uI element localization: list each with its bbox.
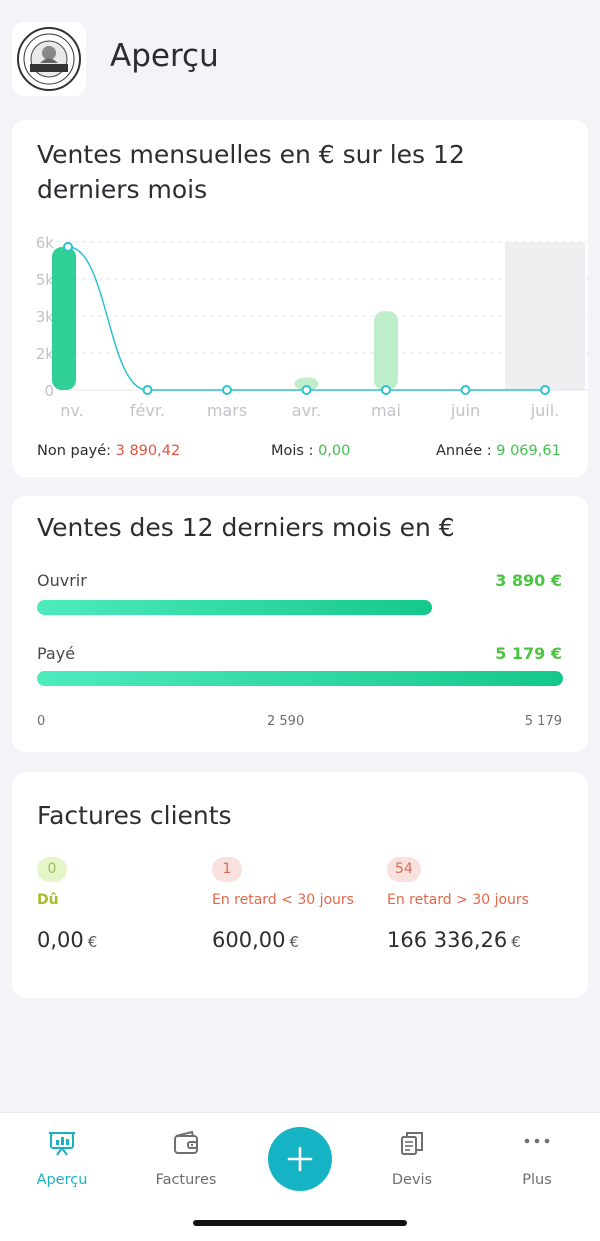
late-under-30-amount-value: 600,00 bbox=[212, 928, 286, 952]
late-over-30-count-badge: 54 bbox=[387, 857, 421, 882]
chart-x-tick-label: avr. bbox=[292, 401, 321, 420]
chart-x-tick-label: mai bbox=[371, 401, 401, 420]
chart-point bbox=[540, 385, 550, 395]
monthly-sales-chart[interactable]: 0 2k 3k 5k 6k nv. févr. mars avr. mai juin juil. bbox=[12, 120, 588, 430]
monthly-sales-title-line2: derniers mois bbox=[37, 175, 208, 204]
tab-apercu[interactable]: Aperçu bbox=[2, 1113, 122, 1203]
app-header: Aperçu bbox=[0, 0, 600, 112]
late-over-30-amount-value: 166 336,26 bbox=[387, 928, 508, 952]
page-title: Aperçu bbox=[110, 38, 219, 74]
due-label: Dû bbox=[37, 892, 59, 908]
open-value: 3 890 € bbox=[495, 571, 562, 590]
monthly-sales-card: Ventes mensuelles en € sur les 12 dernie… bbox=[12, 120, 588, 477]
client-invoices-title: Factures clients bbox=[37, 801, 232, 830]
company-logo[interactable] bbox=[12, 22, 86, 96]
chart-x-tick-label: mars bbox=[207, 401, 247, 420]
tab-devis-label: Devis bbox=[391, 1172, 433, 1188]
axis-min-label: 0 bbox=[37, 714, 46, 729]
month-value: 0,00 bbox=[318, 443, 351, 459]
tab-factures[interactable]: Factures bbox=[126, 1113, 246, 1203]
month-summary: Mois : 0,00 bbox=[271, 443, 350, 459]
wallet-icon bbox=[174, 1130, 198, 1154]
chart-y-tick-label: 5k bbox=[36, 271, 55, 289]
tab-factures-label: Factures bbox=[155, 1172, 217, 1188]
chart-point bbox=[63, 241, 73, 252]
chart-x-tick-label: févr. bbox=[130, 401, 165, 420]
paid-label: Payé bbox=[37, 644, 76, 663]
chart-point bbox=[460, 385, 471, 395]
open-label: Ouvrir bbox=[37, 571, 87, 590]
chart-point bbox=[301, 385, 312, 395]
year-summary: Année : 9 069,61 bbox=[436, 443, 561, 459]
tab-devis[interactable]: Devis bbox=[352, 1113, 472, 1203]
monthly-sales-title-line1: Ventes mensuelles en € sur les 12 bbox=[37, 140, 465, 169]
chart-bar bbox=[294, 377, 319, 390]
chart-y-tick-label: 0 bbox=[44, 382, 54, 400]
chart-point bbox=[381, 385, 391, 395]
year-value: 9 069,61 bbox=[496, 443, 561, 459]
late-over-30-currency: € bbox=[511, 933, 521, 951]
chart-series-line bbox=[67, 246, 545, 391]
late-under-30-currency: € bbox=[289, 933, 300, 951]
chart-y-tick-label: 3k bbox=[36, 308, 55, 326]
chart-bar bbox=[374, 311, 398, 390]
late-under-30-label: En retard < 30 jours bbox=[212, 892, 354, 908]
unpaid-value: 3 890,42 bbox=[115, 443, 181, 459]
late-over-30-label: En retard > 30 jours bbox=[387, 892, 529, 908]
paid-value: 5 179 € bbox=[495, 644, 562, 663]
chart-x-tick-label: nv. bbox=[60, 401, 83, 420]
paid-progress-bar bbox=[37, 671, 563, 686]
unpaid-summary: Non payé: 3 890,42 bbox=[37, 443, 180, 459]
month-label: Mois : bbox=[271, 443, 314, 459]
axis-max-label: 5 179 bbox=[524, 714, 562, 729]
client-invoices-card: Factures clients 0 Dû 0,00 € 1 En retard … bbox=[12, 772, 588, 998]
year-label: Année : bbox=[436, 443, 492, 459]
add-button[interactable] bbox=[268, 1127, 332, 1191]
chart-point bbox=[222, 385, 232, 395]
tab-plus-label: Plus bbox=[522, 1172, 552, 1188]
chart-point bbox=[142, 385, 153, 395]
late-under-30-amount: 600,00 € bbox=[212, 928, 354, 952]
tab-apercu-label: Aperçu bbox=[36, 1172, 88, 1188]
chart-x-tick-label: juin bbox=[450, 401, 480, 420]
company-logo-icon bbox=[17, 27, 81, 91]
invoices-late-over-30-column[interactable]: 54 En retard > 30 jours 166 336,26 € bbox=[387, 857, 529, 952]
unpaid-label: Non payé: bbox=[37, 443, 111, 459]
due-currency: € bbox=[87, 933, 98, 951]
open-progress-bar bbox=[37, 600, 432, 615]
chart-y-tick-label: 6k bbox=[36, 234, 55, 252]
home-indicator bbox=[193, 1220, 407, 1226]
presentation-icon bbox=[49, 1132, 75, 1156]
late-over-30-amount: 166 336,26 € bbox=[387, 928, 529, 952]
chart-y-tick-label: 2k bbox=[36, 345, 55, 363]
axis-mid-label: 2 590 bbox=[267, 714, 305, 729]
invoices-due-column[interactable]: 0 Dû 0,00 € bbox=[37, 857, 97, 952]
more-icon bbox=[524, 1138, 550, 1144]
documents-icon bbox=[401, 1132, 423, 1155]
bottom-tab-bar: Aperçu Factures Devis bbox=[0, 1112, 600, 1241]
due-amount-value: 0,00 bbox=[37, 928, 84, 952]
due-amount: 0,00 € bbox=[37, 928, 97, 952]
chart-x-tick-label: juil. bbox=[530, 401, 560, 420]
sales-breakdown-title: Ventes des 12 derniers mois en € bbox=[37, 513, 455, 542]
due-count-badge: 0 bbox=[37, 857, 67, 882]
chart-bar bbox=[52, 246, 76, 390]
sales-breakdown-card: Ventes des 12 derniers mois en € Ouvrir … bbox=[12, 496, 588, 752]
plus-icon bbox=[287, 1146, 313, 1172]
late-under-30-count-badge: 1 bbox=[212, 857, 242, 882]
tab-plus[interactable]: Plus bbox=[477, 1113, 597, 1203]
invoices-late-under-30-column[interactable]: 1 En retard < 30 jours 600,00 € bbox=[212, 857, 354, 952]
